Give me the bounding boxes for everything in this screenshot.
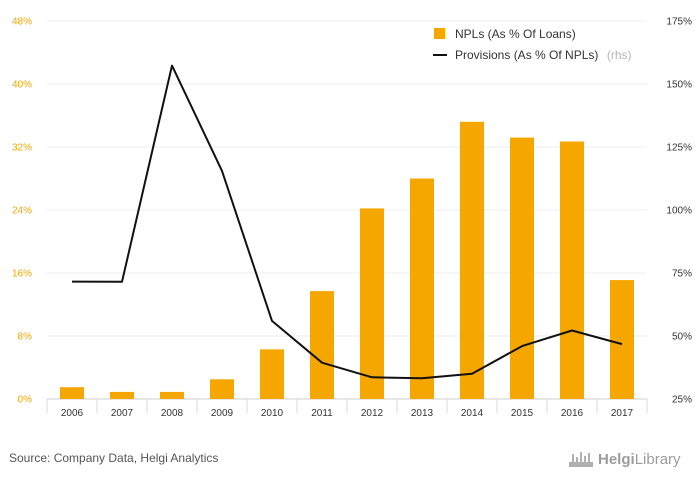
right-tick-label: 100%: [666, 206, 692, 217]
brand-name: HelgiLibrary: [598, 451, 681, 468]
right-tick-label: 25%: [672, 395, 692, 406]
bar: [510, 137, 534, 400]
x-tick-label: 2007: [111, 408, 134, 419]
x-tick-label: 2008: [161, 408, 184, 419]
bar: [110, 391, 134, 399]
left-tick-label: 32%: [12, 143, 32, 154]
x-tick-label: 2011: [311, 408, 333, 419]
left-tick-label: 48%: [12, 17, 32, 28]
bar: [610, 280, 634, 399]
x-tick-label: 2013: [411, 408, 434, 419]
legend-bar-swatch: [434, 28, 445, 39]
x-tick-label: 2006: [61, 408, 84, 419]
bar: [160, 391, 184, 399]
right-tick-label: 175%: [666, 17, 692, 28]
brand-part2: Library: [634, 450, 681, 468]
chart: 0% 8% 16% 24% 32% 40% 48% 25% 50% 75% 100% 125% 150…: [12, 17, 692, 420]
legend-bar-label: NPLs (As % Of Loans): [455, 27, 576, 41]
legend: NPLs (As % Of Loans) Provisions (As % Of…: [433, 27, 632, 63]
right-axis-ticks: 25% 50% 75% 100% 125% 150% 175%: [666, 17, 692, 406]
bar-series: [60, 121, 634, 400]
bar: [560, 141, 584, 400]
right-tick-label: 125%: [666, 143, 692, 154]
left-tick-label: 8%: [18, 332, 33, 343]
source-note: Source: Company Data, Helgi Analytics: [9, 451, 219, 465]
right-tick-label: 50%: [672, 332, 692, 343]
bar: [460, 121, 484, 400]
x-tick-label: 2009: [211, 408, 234, 419]
x-tick-label: 2014: [461, 408, 484, 419]
left-tick-label: 16%: [12, 269, 32, 280]
grid-lines: [46, 20, 648, 413]
brand-part1: Helgi: [598, 450, 635, 468]
right-tick-label: 75%: [672, 269, 692, 280]
helgi-library-brand[interactable]: HelgiLibrary: [568, 448, 681, 470]
bar: [60, 387, 84, 399]
x-tick-label: 2012: [361, 408, 384, 419]
bar: [360, 208, 384, 399]
right-tick-label: 150%: [666, 80, 692, 91]
x-tick-label: 2015: [511, 408, 534, 419]
legend-line-label: Provisions (As % Of NPLs): [455, 48, 598, 62]
line-series: [71, 64, 623, 380]
left-tick-label: 40%: [12, 80, 32, 91]
x-tick-label: 2017: [611, 408, 634, 419]
bar: [310, 291, 334, 399]
left-axis-ticks: 0% 8% 16% 24% 32% 40% 48%: [12, 17, 32, 406]
provisions-line: [71, 64, 623, 380]
bar: [410, 178, 434, 399]
bar: [260, 349, 284, 399]
x-tick-label: 2010: [261, 408, 284, 419]
bar: [210, 379, 234, 399]
left-tick-label: 0%: [18, 395, 33, 406]
x-tick-label: 2016: [561, 408, 584, 419]
legend-line-text: Provisions (As % Of NPLs) (rhs): [455, 46, 632, 63]
legend-line-note: (rhs): [607, 48, 632, 62]
helgi-library-logo-icon: [569, 452, 593, 467]
left-tick-label: 24%: [12, 206, 32, 217]
x-axis-ticks: 2006 2007 2008 2009 2010 2011 2012 2013 2014 2015…: [61, 408, 634, 419]
